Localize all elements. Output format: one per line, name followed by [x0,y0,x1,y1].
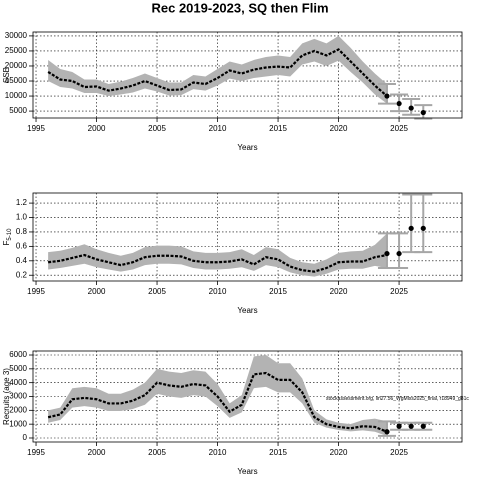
y-tick-label: 1.2 [16,198,28,207]
y-tick-label: 6000 [9,350,27,359]
plot-frame [32,192,463,282]
y-tick-label: 25000 [5,46,28,55]
projection-point [384,93,390,99]
y-tick-label: 0.8 [16,227,28,236]
x-tick-label: 1995 [27,124,45,133]
x-tick-label: 2025 [390,124,408,133]
figure-title: Rec 2019-2023, SQ then Flim [151,0,328,15]
x-axis-label: Years [237,143,257,152]
y-tick-label: 1.0 [16,213,28,222]
projection-point [384,250,390,257]
projection-point [384,429,390,435]
y-tick-label: 10000 [5,91,28,100]
x-tick-label: 2025 [390,448,408,457]
y-axis-label-main: F [2,240,11,245]
confidence-band [48,35,387,104]
y-tick-label: 4000 [9,378,27,387]
y-tick-label: 5000 [9,106,27,115]
y-tick-label: 30000 [5,31,28,40]
x-tick-label: 2000 [88,124,106,133]
projection-point [420,423,426,429]
estimate-line [47,253,388,273]
x-tick-label: 2015 [269,448,287,457]
plot-frame [32,31,463,119]
projection-point [408,423,414,429]
y-tick-label: 20000 [5,61,28,70]
y-axis-label: F5-10 [2,228,12,246]
x-axis-label: Years [237,306,257,315]
y-tick-label: 1000 [9,419,27,428]
confidence-band [48,233,387,277]
x-tick-label: 2010 [209,124,227,133]
x-tick-label: 2005 [148,124,166,133]
y-axis-label-subscript: 5-10 [7,228,13,241]
x-tick-label: 2000 [88,448,106,457]
y-tick-label: 0.6 [16,241,28,250]
x-tick-label: 2005 [148,448,166,457]
x-tick-label: 2010 [209,448,227,457]
y-tick-label: 2000 [9,405,27,414]
x-tick-label: 2020 [330,287,348,296]
y-tick-label: 3000 [9,392,27,401]
annotation: stockassessment.org, lin27.56_WgMixs2025… [326,396,469,402]
projection-point [420,225,426,231]
y-tick-label: 0.4 [16,256,28,265]
projection-point [396,250,402,257]
y-tick-label: 15000 [5,76,28,85]
y-axis-label: Recruits (age 3) [2,368,11,425]
projection-point [408,105,414,111]
projection-point [396,100,402,107]
estimate-line [47,371,388,433]
y-axis-label: SSB [2,67,11,83]
projection-point [396,423,402,429]
projection-point [408,225,414,231]
x-tick-label: 1995 [27,448,45,457]
y-axis-label-main: Recruits (age 3) [2,368,11,425]
x-tick-label: 2015 [269,287,287,296]
x-tick-label: 2015 [269,124,287,133]
y-tick-label: 0.2 [16,270,28,279]
y-tick-label: 0 [23,433,28,442]
y-tick-label: 5000 [9,364,27,373]
estimate-line [47,48,388,97]
x-tick-label: 2000 [88,287,106,296]
projection-point [420,109,426,116]
x-tick-label: 2020 [330,448,348,457]
y-axis-label-main: SSB [2,67,11,83]
x-tick-label: 2025 [390,287,408,296]
x-tick-label: 2010 [209,287,227,296]
x-tick-label: 1995 [27,287,45,296]
x-axis-label: Years [237,467,257,476]
x-tick-label: 2005 [148,287,166,296]
x-tick-label: 2020 [330,124,348,133]
